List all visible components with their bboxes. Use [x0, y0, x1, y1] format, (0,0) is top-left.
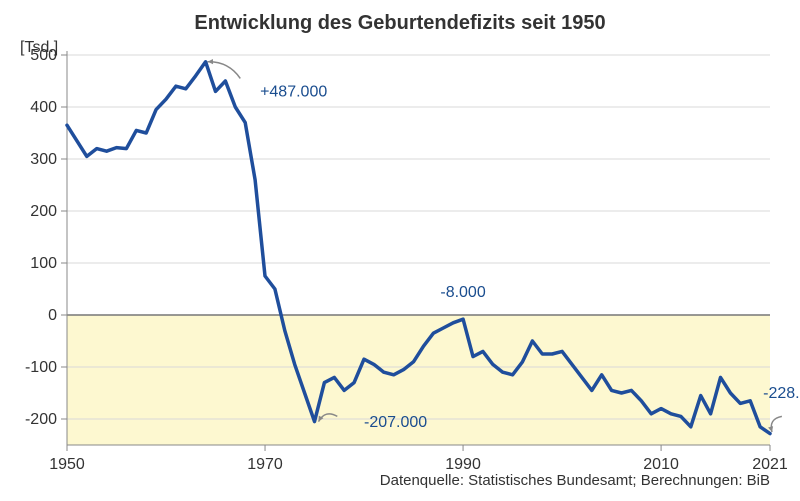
y-tick-label: 200 — [30, 203, 57, 220]
y-tick-label: -200 — [25, 411, 57, 428]
y-tick-label: 300 — [30, 151, 57, 168]
y-tick-label: 400 — [30, 99, 57, 116]
y-tick-label: 0 — [48, 307, 57, 324]
annotation-arrowhead-icon — [208, 59, 213, 64]
annotation-label: +487.000 — [260, 84, 327, 101]
chart-svg: -200 -100 0 100 200 300 400 500 1950 1970 1990 2010… — [0, 0, 800, 501]
annotation-label: -8.000 — [440, 284, 485, 301]
annotation-arrow — [771, 416, 782, 432]
x-tick-label: 2021 — [752, 456, 788, 473]
y-tick-label: -100 — [25, 359, 57, 376]
x-tick-label: 1950 — [49, 456, 85, 473]
y-tick-label: 500 — [30, 47, 57, 64]
annotation-arrow — [208, 62, 241, 79]
chart-container: Entwicklung des Geburtendefizits seit 19… — [0, 0, 800, 501]
y-tick-label: 100 — [30, 255, 57, 272]
annotation-label: -228.000 — [763, 385, 800, 402]
x-tick-label: 2010 — [643, 456, 679, 473]
x-tick-label: 1990 — [445, 456, 481, 473]
annotation-label: -207.000 — [364, 414, 427, 431]
x-tick-label: 1970 — [247, 456, 283, 473]
